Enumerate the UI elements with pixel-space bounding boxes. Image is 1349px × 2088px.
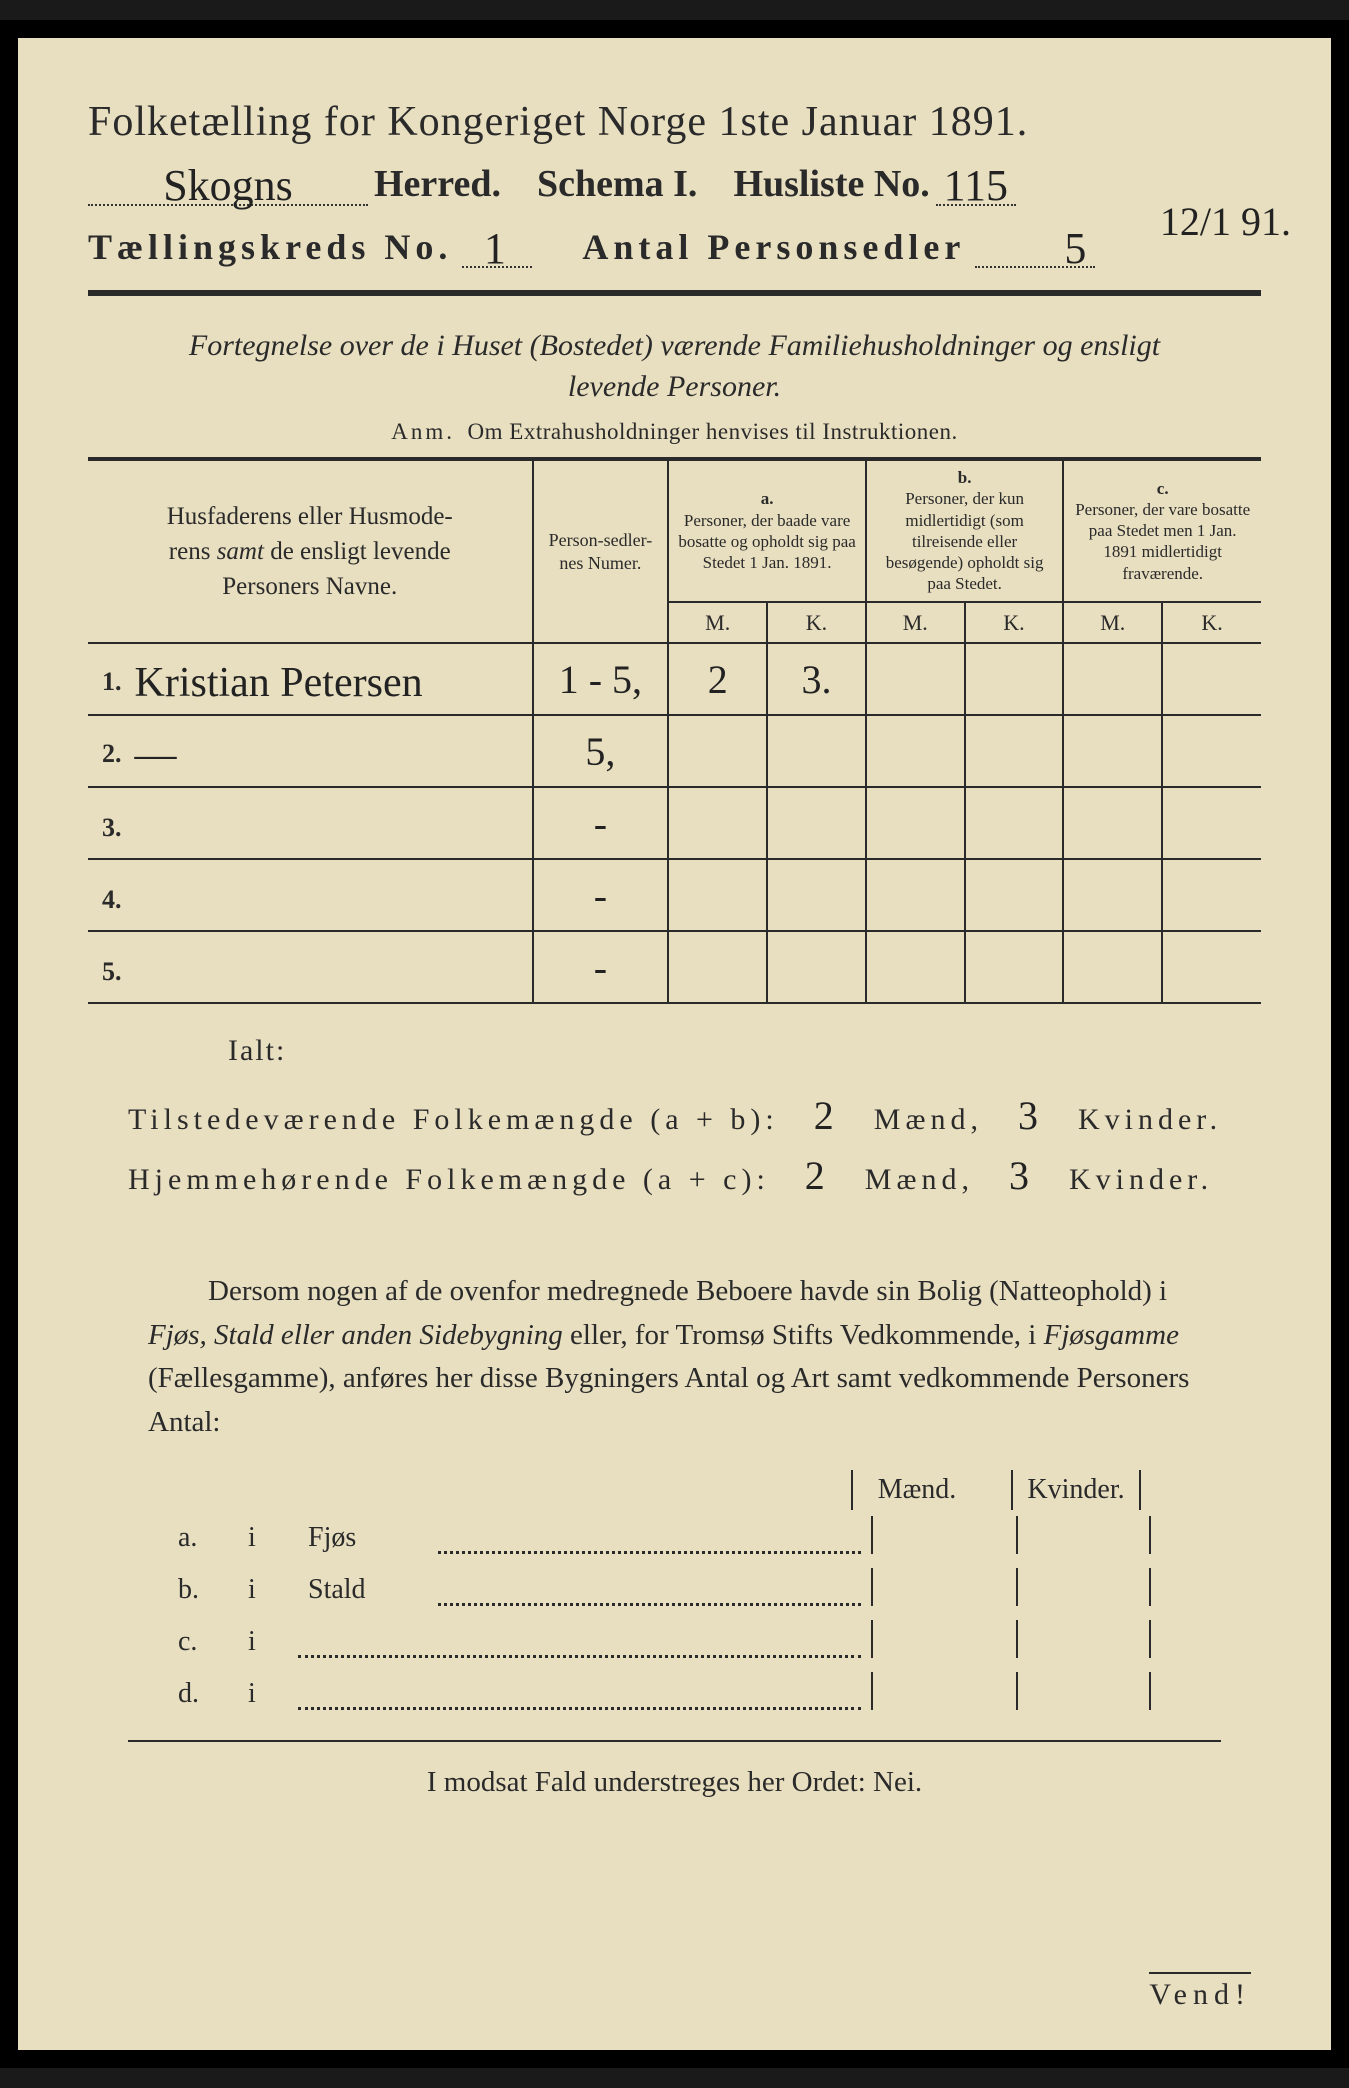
table-row: 5. -: [88, 931, 1261, 1003]
vend-label: Vend!: [1149, 1972, 1251, 2012]
th-ck: K.: [1162, 602, 1261, 644]
th-cm: M.: [1063, 602, 1162, 644]
antal-label: Antal Personsedler: [582, 226, 965, 268]
th-c: c.Personer, der vare bosatte paa Stedet …: [1063, 459, 1261, 602]
husliste-label: Husliste No.: [733, 162, 929, 206]
th-bk: K.: [965, 602, 1064, 644]
main-table: Husfaderens eller Husmode-rens samt de e…: [88, 457, 1261, 1004]
paragraph: Dersom nogen af de ovenfor medregnede Be…: [148, 1270, 1231, 1444]
th-names: Husfaderens eller Husmode-rens samt de e…: [88, 459, 533, 643]
totals-line-1: Tilstedeværende Folkemængde (a + b): 2 M…: [88, 1092, 1261, 1140]
footer-text: I modsat Fald understreges her Ordet: Ne…: [88, 1766, 1261, 1799]
census-form-page: Folketælling for Kongeriget Norge 1ste J…: [0, 20, 1349, 2068]
list-row-a: a.i Fjøs: [178, 1516, 1151, 1554]
kreds-label: Tællingskreds No.: [88, 226, 452, 268]
main-title: Folketælling for Kongeriget Norge 1ste J…: [88, 98, 1261, 146]
table-row: 2. —5,: [88, 715, 1261, 787]
margin-date: 12/1 91.: [1160, 198, 1291, 245]
schema-label: Schema I.: [537, 162, 697, 206]
table-row: 3. -: [88, 787, 1261, 859]
th-ak: K.: [767, 602, 866, 644]
subtitle: Fortegnelse over de i Huset (Bostedet) v…: [88, 326, 1261, 407]
kreds-value: 1: [484, 231, 511, 266]
table-row: 1. Kristian Petersen1 - 5,23.: [88, 643, 1261, 715]
mk-header: Mænd.Kvinder.: [88, 1470, 1261, 1510]
herred-label: Herred.: [374, 162, 501, 206]
list-row-b: b.i Stald: [178, 1568, 1151, 1606]
rule-1: [88, 290, 1261, 296]
th-am: M.: [668, 602, 767, 644]
husliste-value: 115: [944, 168, 1008, 203]
antal-value: 5: [1064, 231, 1091, 266]
th-a: a.Personer, der baade vare bosatte og op…: [668, 459, 866, 602]
building-list: a.i Fjøs b.i Stald c.i d.i: [88, 1516, 1261, 1710]
ialt-label: Ialt:: [228, 1034, 1261, 1068]
header-line-3: Tællingskreds No. 1 Antal Personsedler 5: [88, 224, 1261, 268]
th-bm: M.: [866, 602, 965, 644]
header-line-2: Skogns Herred. Schema I. Husliste No. 11…: [88, 160, 1261, 206]
herred-value: Skogns: [163, 168, 293, 203]
totals-line-2: Hjemmehørende Folkemængde (a + c): 2 Mæn…: [88, 1152, 1261, 1200]
list-row-d: d.i: [178, 1672, 1151, 1710]
table-row: 4. -: [88, 859, 1261, 931]
anm-note: Anm. Om Extrahusholdninger henvises til …: [88, 419, 1261, 445]
th-b: b.Personer, der kun midlertidigt (som ti…: [866, 459, 1064, 602]
th-numer: Person-sedler-nes Numer.: [533, 459, 669, 643]
rule-2: [128, 1740, 1221, 1742]
list-row-c: c.i: [178, 1620, 1151, 1658]
